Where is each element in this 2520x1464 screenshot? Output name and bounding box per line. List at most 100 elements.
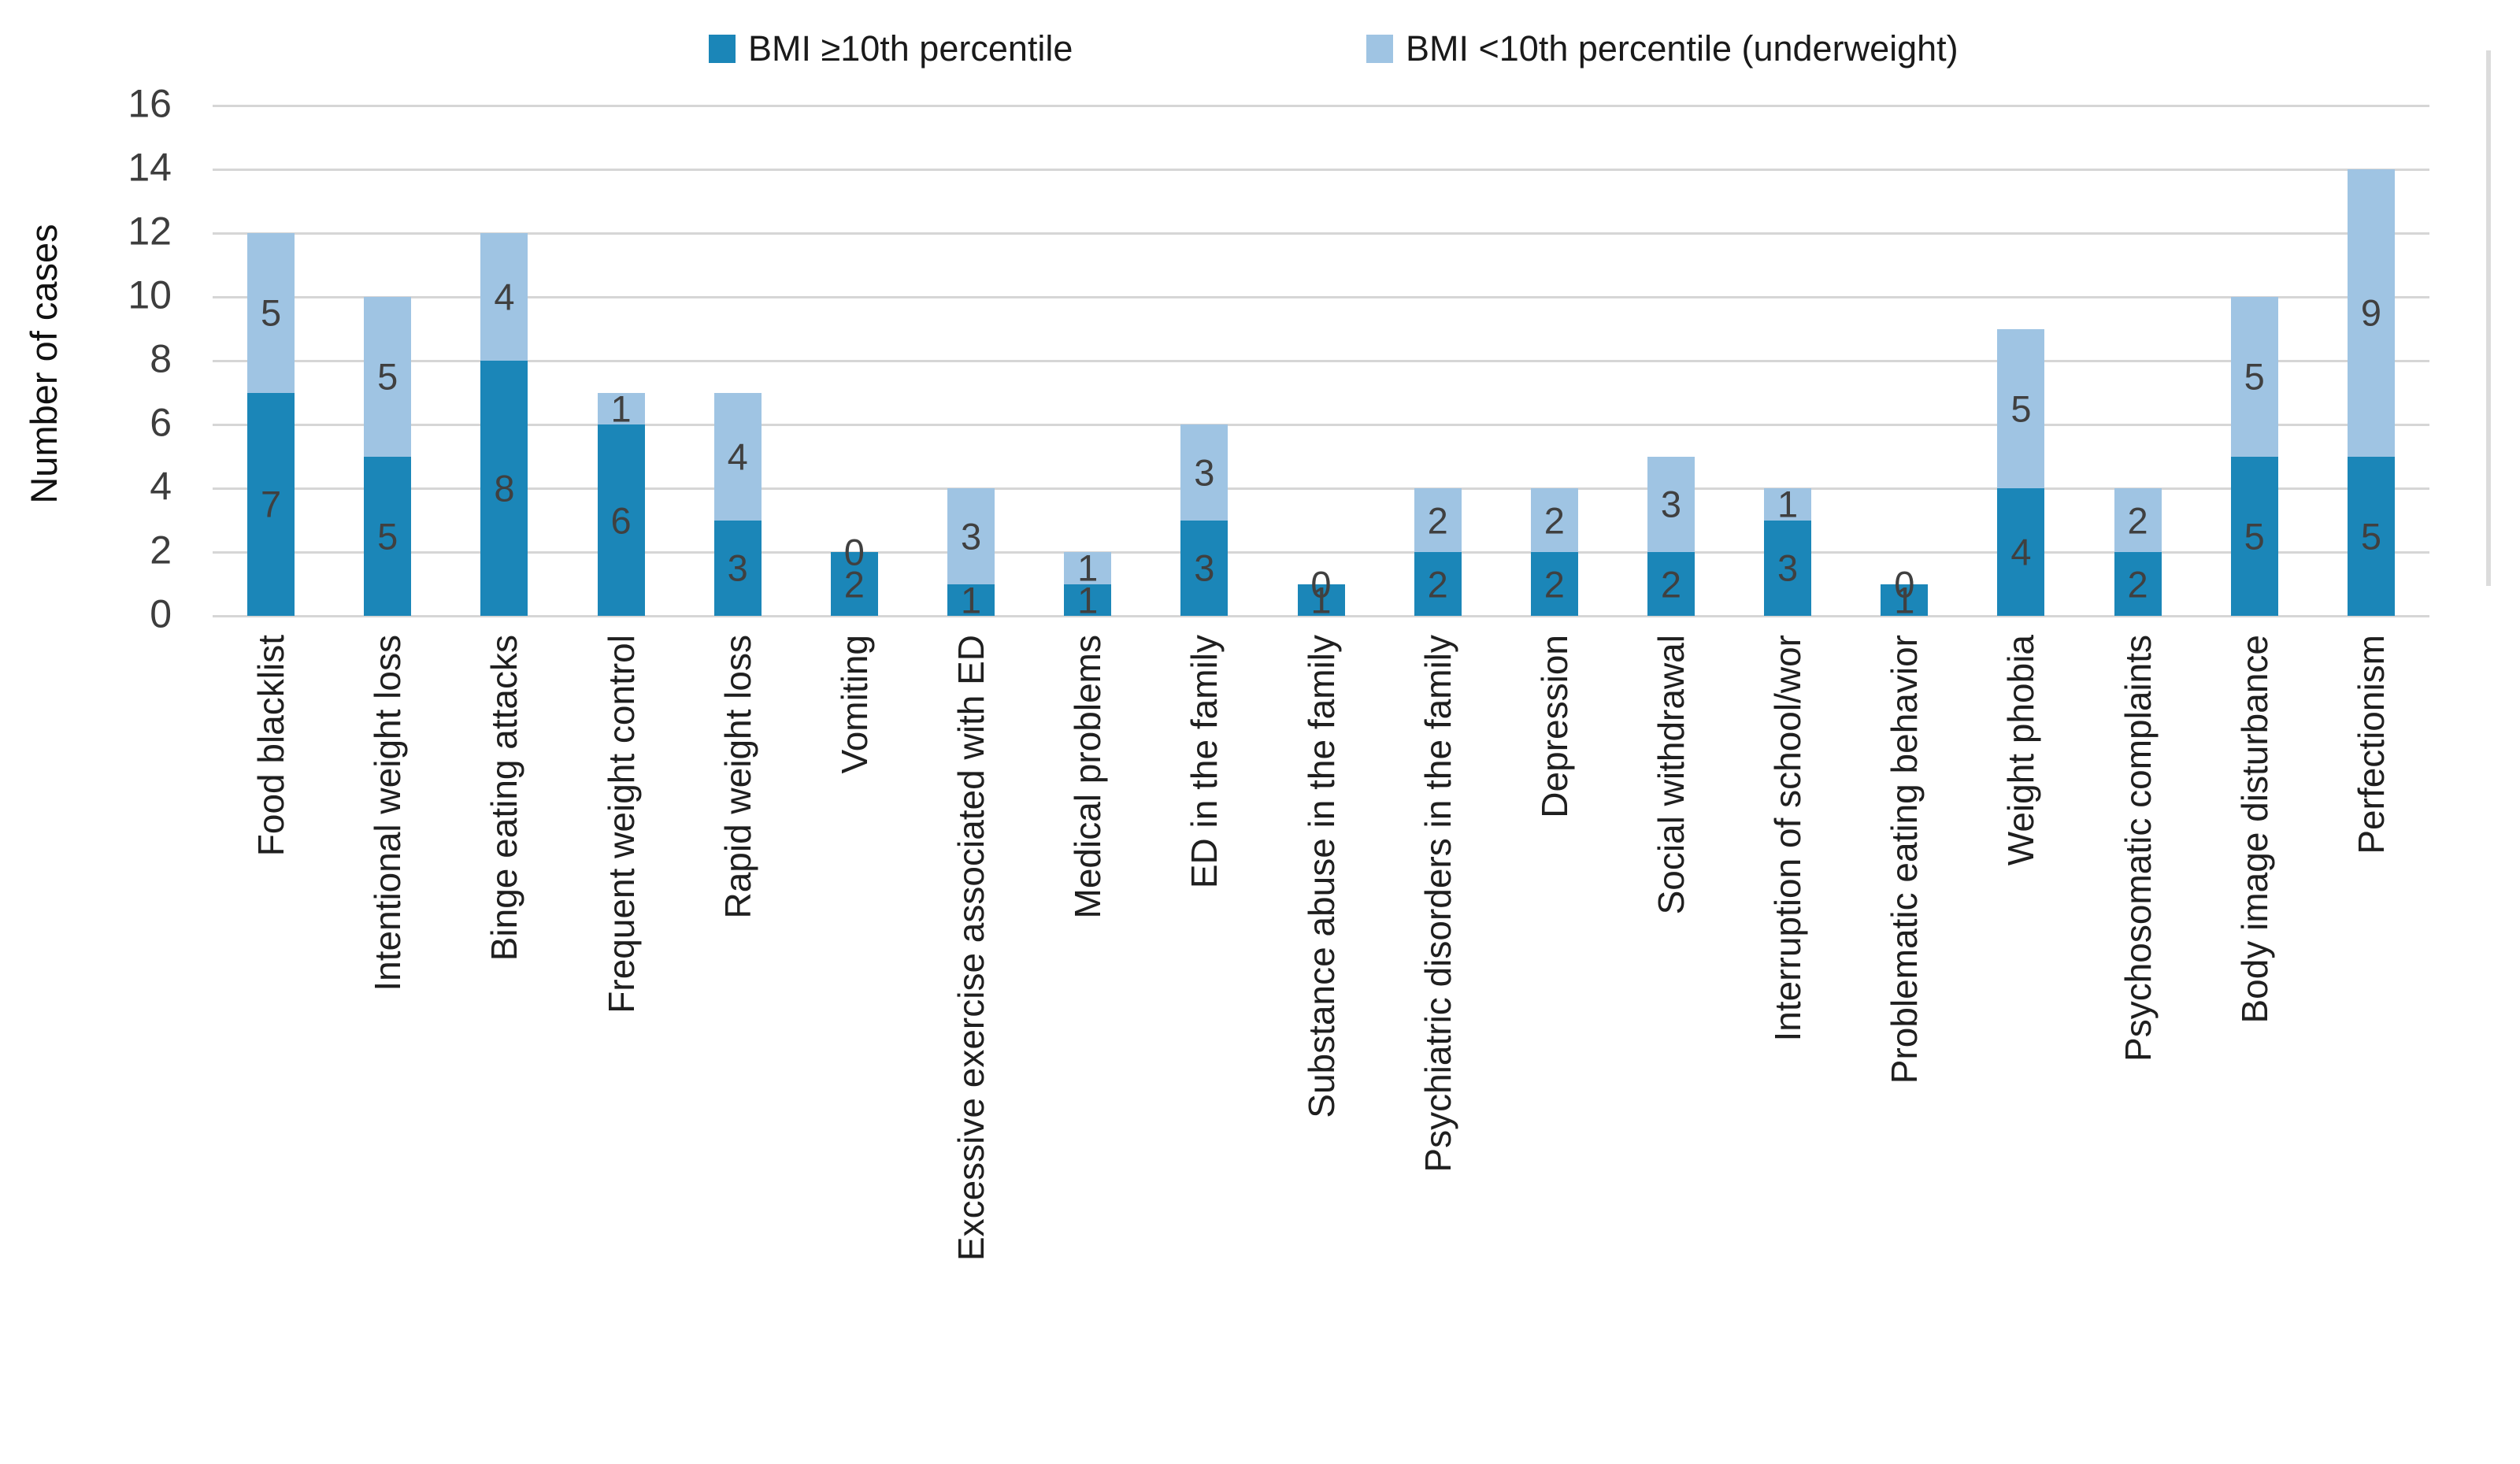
category-label: Problematic eating behavior: [1884, 635, 1925, 1084]
bar-segment-dark: [2230, 456, 2278, 616]
bar-value-label-light: 5: [2244, 355, 2265, 398]
bar-segment-light: [1997, 328, 2045, 488]
bar-value-label-dark: 3: [727, 547, 748, 589]
bar-segment-dark: [713, 520, 762, 616]
bar-value-label-dark: 2: [843, 563, 865, 605]
bar-segment-dark: [247, 392, 295, 616]
category-label: Weight phobia: [2000, 635, 2042, 866]
bar-value-label-dark: 5: [2360, 515, 2381, 558]
bar-value-label-dark: 2: [2127, 563, 2148, 605]
bar-value-label-dark: 1: [960, 579, 982, 621]
bar-segment-dark: [1414, 552, 1462, 616]
y-tick-label: 0: [150, 591, 172, 636]
category-label: Body image disturbance: [2233, 635, 2275, 1024]
y-tick-label: 2: [150, 528, 172, 573]
bar-value-label-light: 3: [1660, 483, 1682, 525]
bar-value-label-dark: 1: [1894, 579, 1915, 621]
gridline: [213, 615, 2429, 617]
gridline: [213, 232, 2429, 235]
bar-value-label-light: 5: [2010, 387, 2032, 430]
bar-value-label-dark: 4: [2010, 531, 2032, 573]
bar-value-label-light: 0: [1310, 563, 1332, 605]
legend-label: BMI <10th percentile (underweight): [1406, 28, 1959, 69]
bar-value-label-dark: 2: [1660, 563, 1682, 605]
bar-segment-dark: [947, 584, 995, 616]
legend-label: BMI ≥10th percentile: [748, 28, 1073, 69]
category-label: Social withdrawal: [1650, 635, 1692, 915]
bar-segment-dark: [830, 552, 878, 616]
category-label: Intentional weight loss: [367, 635, 409, 991]
bar-value-label-light: 1: [610, 387, 632, 430]
bar-segment-dark: [480, 361, 528, 616]
legend-swatch-dark-icon: [709, 35, 736, 63]
bar-segment-dark: [1881, 584, 1929, 616]
y-tick-label: 10: [128, 272, 172, 317]
category-label: Substance abuse in the family: [1300, 635, 1342, 1118]
bar-segment-light: [247, 233, 295, 393]
bar-value-label-light: 1: [1777, 483, 1799, 525]
bar-value-label-light: 5: [261, 291, 282, 334]
gridline: [213, 296, 2429, 298]
bar-value-label-dark: 2: [1544, 563, 1565, 605]
bar-segment-dark: [1997, 488, 2045, 616]
bar-segment-light: [2230, 297, 2278, 457]
category-label: Binge eating attacks: [484, 635, 525, 962]
bar-value-label-dark: 6: [610, 499, 632, 541]
bar-value-label-light: 0: [1894, 563, 1915, 605]
y-axis-title: Number of cases: [23, 224, 65, 504]
bar-segment-light: [1414, 488, 1462, 552]
category-label: Rapid weight loss: [717, 635, 758, 919]
y-tick-label: 16: [128, 81, 172, 126]
y-tick-label: 14: [128, 145, 172, 190]
gridline: [213, 105, 2429, 107]
category-label: Depression: [1533, 635, 1575, 818]
bar-segment-light: [1530, 488, 1578, 552]
bar-segment-dark: [2347, 456, 2395, 616]
category-label: Frequent weight control: [600, 635, 642, 1014]
bar-segment-light: [1647, 456, 1695, 552]
bar-value-label-light: 0: [843, 531, 865, 573]
bar-value-label-dark: 3: [1194, 547, 1215, 589]
bar-value-label-light: 2: [2127, 499, 2148, 541]
bar-segment-light: [480, 233, 528, 361]
bar-segment-light: [2347, 169, 2395, 457]
bar-segment-dark: [1180, 520, 1228, 616]
bar-segment-dark: [1297, 584, 1345, 616]
bar-value-label-light: 2: [1544, 499, 1565, 541]
bar-segment-light: [1064, 552, 1112, 584]
y-tick-label: 12: [128, 209, 172, 254]
y-tick-label: 4: [150, 464, 172, 509]
bar-segment-dark: [1764, 520, 1812, 616]
bar-segment-dark: [1064, 584, 1112, 616]
category-label: Psychiatric disorders in the family: [1417, 635, 1458, 1173]
bar-segment-light: [713, 392, 762, 521]
category-label: Excessive exercise associated with ED: [951, 635, 992, 1262]
bar-value-label-dark: 5: [377, 515, 398, 558]
gridline: [213, 360, 2429, 362]
bar-segment-light: [597, 392, 645, 424]
bar-segment-light: [1180, 424, 1228, 521]
gridline: [213, 424, 2429, 426]
legend-item-bmi-ge-10th: BMI ≥10th percentile: [709, 28, 1073, 69]
bar-segment-light: [364, 297, 412, 457]
gridline: [213, 169, 2429, 171]
y-tick-label: 6: [150, 400, 172, 445]
bar-segment-light: [2114, 488, 2162, 552]
bar-value-label-light: 4: [727, 435, 748, 477]
bar-value-label-dark: 2: [1427, 563, 1448, 605]
gridline: [213, 487, 2429, 490]
bar-value-label-light: 3: [1194, 451, 1215, 494]
bar-value-label-dark: 3: [1777, 547, 1799, 589]
bar-value-label-light: 4: [494, 276, 515, 318]
category-label: Vomiting: [833, 635, 875, 774]
plot-right-border: [2486, 50, 2491, 586]
bar-segment-dark: [597, 424, 645, 616]
bar-segment-dark: [364, 456, 412, 616]
bar-value-label-light: 3: [960, 515, 982, 558]
category-label: Food blacklist: [250, 635, 292, 857]
bar-segment-light: [1764, 488, 1812, 521]
bar-segment-dark: [1530, 552, 1578, 616]
legend-item-bmi-lt-10th: BMI <10th percentile (underweight): [1366, 28, 1959, 69]
category-label: Medical problems: [1067, 635, 1109, 919]
